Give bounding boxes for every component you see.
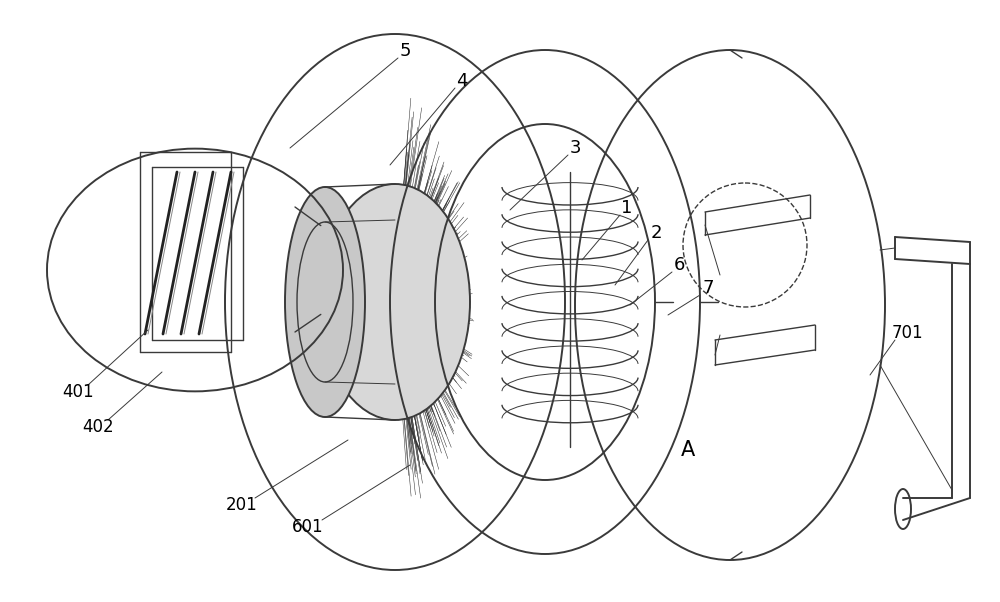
Ellipse shape [320, 184, 470, 420]
Text: 6: 6 [673, 256, 685, 274]
Text: A: A [681, 440, 695, 460]
Text: 402: 402 [82, 418, 114, 436]
Text: 601: 601 [292, 518, 324, 536]
Text: 2: 2 [650, 224, 662, 242]
Text: 4: 4 [456, 72, 468, 90]
Text: 3: 3 [569, 139, 581, 157]
Text: 401: 401 [62, 383, 94, 401]
Ellipse shape [285, 187, 365, 417]
Text: 201: 201 [226, 496, 258, 514]
Text: 1: 1 [621, 199, 633, 217]
Text: 5: 5 [399, 42, 411, 60]
Text: 7: 7 [702, 279, 714, 297]
Text: 701: 701 [891, 324, 923, 342]
